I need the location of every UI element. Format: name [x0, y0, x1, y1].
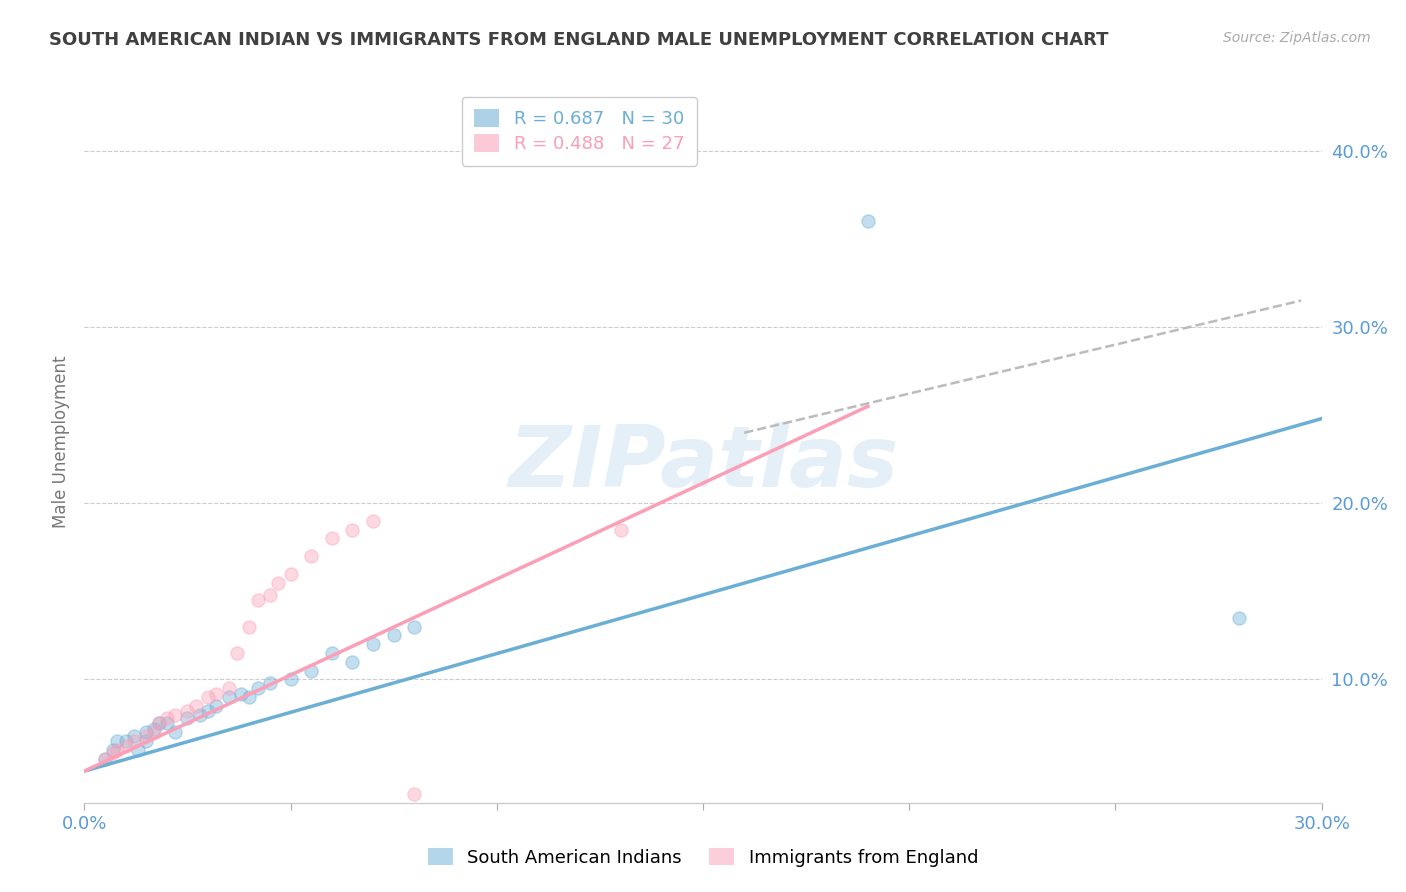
- Point: [184, 698, 207, 713]
- Point: [176, 704, 198, 718]
- Point: [127, 743, 149, 757]
- Point: [114, 739, 136, 754]
- Text: SOUTH AMERICAN INDIAN VS IMMIGRANTS FROM ENGLAND MALE UNEMPLOYMENT CORRELATION C: SOUTH AMERICAN INDIAN VS IMMIGRANTS FROM…: [49, 31, 1109, 49]
- Point: [404, 787, 426, 801]
- Point: [165, 707, 187, 722]
- Point: [299, 664, 322, 678]
- Point: [176, 711, 198, 725]
- Point: [143, 725, 166, 739]
- Point: [103, 743, 125, 757]
- Point: [218, 681, 240, 696]
- Point: [238, 619, 260, 633]
- Point: [238, 690, 260, 704]
- Point: [94, 752, 117, 766]
- Legend: South American Indians, Immigrants from England: South American Indians, Immigrants from …: [420, 841, 986, 874]
- Point: [148, 716, 170, 731]
- Point: [321, 532, 343, 546]
- Point: [246, 593, 269, 607]
- Point: [135, 725, 157, 739]
- Point: [321, 646, 343, 660]
- Point: [609, 523, 631, 537]
- Point: [105, 743, 128, 757]
- Point: [229, 687, 252, 701]
- Point: [342, 523, 364, 537]
- Point: [259, 676, 281, 690]
- Point: [218, 690, 240, 704]
- Point: [259, 588, 281, 602]
- Point: [156, 716, 179, 731]
- Point: [361, 514, 384, 528]
- Point: [143, 722, 166, 736]
- Y-axis label: Male Unemployment: Male Unemployment: [52, 355, 70, 528]
- Point: [280, 566, 302, 581]
- Point: [135, 734, 157, 748]
- Point: [361, 637, 384, 651]
- Point: [105, 734, 128, 748]
- Point: [188, 707, 211, 722]
- Point: [226, 646, 249, 660]
- Point: [197, 690, 219, 704]
- Point: [342, 655, 364, 669]
- Point: [148, 716, 170, 731]
- Point: [246, 681, 269, 696]
- Point: [299, 549, 322, 563]
- Point: [94, 752, 117, 766]
- Point: [404, 619, 426, 633]
- Point: [156, 711, 179, 725]
- Point: [280, 673, 302, 687]
- Text: Source: ZipAtlas.com: Source: ZipAtlas.com: [1223, 31, 1371, 45]
- Point: [197, 704, 219, 718]
- Legend: R = 0.687   N = 30, R = 0.488   N = 27: R = 0.687 N = 30, R = 0.488 N = 27: [461, 96, 697, 166]
- Point: [856, 214, 879, 228]
- Point: [114, 734, 136, 748]
- Point: [122, 734, 145, 748]
- Point: [122, 729, 145, 743]
- Point: [205, 687, 228, 701]
- Point: [135, 729, 157, 743]
- Point: [267, 575, 290, 590]
- Point: [382, 628, 405, 642]
- Point: [1227, 611, 1250, 625]
- Text: ZIPatlas: ZIPatlas: [508, 422, 898, 505]
- Point: [205, 698, 228, 713]
- Point: [103, 747, 125, 761]
- Point: [165, 725, 187, 739]
